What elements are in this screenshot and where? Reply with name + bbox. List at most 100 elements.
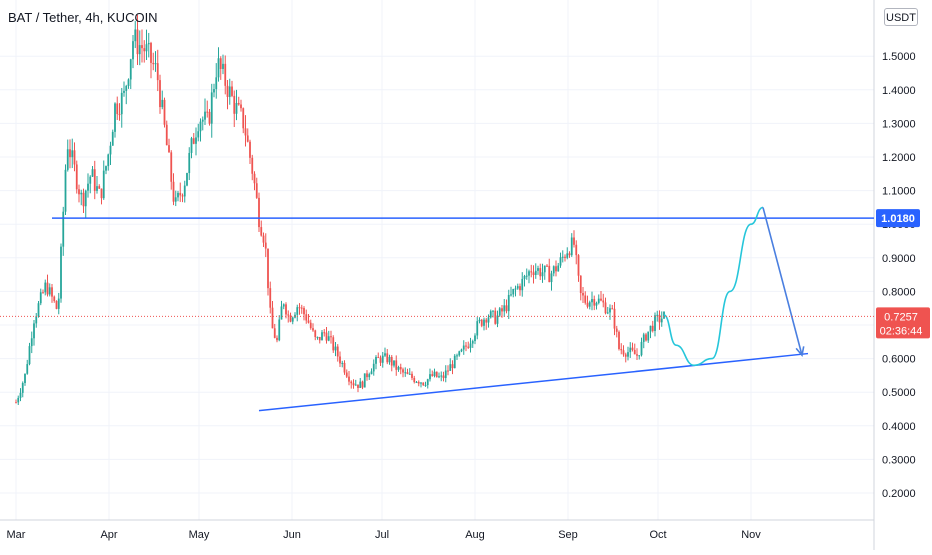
- candle-body: [602, 300, 605, 303]
- candle-body: [291, 317, 294, 322]
- countdown-text: 02:36:44: [880, 325, 923, 337]
- candle-body: [465, 345, 467, 347]
- candle-body: [109, 145, 112, 155]
- candle-body: [204, 111, 206, 120]
- candle-body: [615, 328, 618, 332]
- candle-body: [579, 275, 582, 294]
- candle-body: [96, 186, 98, 191]
- candle-body: [505, 305, 508, 312]
- y-tick-label: 0.8000: [882, 286, 916, 298]
- candle-body: [127, 79, 130, 87]
- candle-body: [584, 295, 587, 303]
- candle-body: [368, 374, 371, 378]
- candle-body: [588, 302, 591, 307]
- candle-body: [213, 89, 215, 93]
- candle-body: [613, 308, 616, 329]
- candle-body: [485, 319, 488, 323]
- candle-body: [129, 59, 132, 80]
- candle-body: [498, 308, 501, 316]
- candle-body: [577, 255, 580, 276]
- candle-body: [573, 237, 575, 245]
- candle-body: [249, 141, 251, 158]
- candle-body: [237, 102, 240, 105]
- candle-body: [525, 275, 528, 277]
- candle-body: [102, 170, 105, 199]
- candle-body: [273, 328, 276, 338]
- candle-body: [656, 314, 659, 316]
- candle-body: [78, 189, 80, 195]
- candle-body: [91, 169, 94, 177]
- candle-body: [318, 336, 321, 341]
- candle-body: [532, 272, 535, 275]
- candle-body: [624, 354, 627, 357]
- candle-body: [251, 157, 254, 174]
- candle-body: [100, 188, 103, 199]
- candle-body: [534, 270, 537, 275]
- candle-body: [222, 63, 224, 69]
- candle-body: [345, 372, 348, 377]
- candle-body: [523, 276, 526, 279]
- candle-body: [442, 375, 445, 379]
- candle-body: [134, 29, 137, 42]
- candle-body: [654, 315, 656, 331]
- candle-body: [417, 381, 420, 384]
- candle-body: [240, 104, 242, 109]
- candle-body: [550, 273, 553, 283]
- candle-body: [575, 244, 578, 256]
- candle-body: [494, 310, 497, 324]
- y-tick-label: 0.3000: [882, 454, 916, 466]
- candle-body: [604, 302, 607, 314]
- candle-body: [330, 336, 332, 338]
- candle-body: [87, 183, 89, 191]
- candle-body: [636, 354, 638, 356]
- candle-body: [546, 265, 548, 267]
- candle-body: [123, 90, 125, 93]
- candle-body: [33, 323, 35, 339]
- candle-body: [537, 268, 539, 271]
- candle-body: [321, 332, 323, 341]
- candle-body: [435, 371, 438, 377]
- candle-body: [487, 317, 490, 323]
- candle-body: [620, 349, 623, 351]
- candle-body: [429, 374, 431, 380]
- candle-body: [42, 292, 44, 294]
- candle-body: [161, 99, 164, 108]
- candle-body: [242, 108, 245, 129]
- currency-button[interactable]: USDT: [884, 8, 918, 26]
- x-tick-label: Oct: [649, 529, 666, 541]
- candle-body: [658, 314, 661, 323]
- candle-body: [433, 371, 436, 376]
- level-badge-text: 1.0180: [881, 213, 915, 225]
- candle-body: [618, 331, 620, 350]
- candle-body: [638, 355, 641, 357]
- candle-body: [305, 314, 308, 321]
- candle-body: [501, 308, 503, 312]
- candle-body: [181, 195, 184, 197]
- projection-arrow-line: [762, 207, 803, 356]
- candle-body: [471, 341, 474, 344]
- candle-body: [228, 86, 231, 97]
- candle-body: [424, 385, 427, 387]
- candle-body: [375, 356, 377, 364]
- candle-body: [105, 166, 107, 171]
- candle-body: [458, 351, 461, 356]
- candle-body: [528, 271, 530, 276]
- candle-body: [395, 360, 398, 370]
- y-tick-label: 1.5000: [882, 51, 916, 63]
- candle-body: [280, 306, 283, 320]
- candle-body: [39, 292, 42, 304]
- candle-body: [561, 256, 564, 258]
- x-tick-label: May: [189, 529, 210, 541]
- candle-body: [438, 376, 440, 378]
- candle-body: [467, 346, 470, 348]
- candle-body: [60, 246, 62, 299]
- support-trendline: [258, 352, 809, 412]
- candle-body: [422, 382, 425, 386]
- candle-body: [586, 302, 589, 307]
- candle-body: [453, 355, 456, 369]
- candle-body: [570, 237, 573, 256]
- candle-body: [170, 152, 173, 182]
- candle-body: [298, 307, 301, 309]
